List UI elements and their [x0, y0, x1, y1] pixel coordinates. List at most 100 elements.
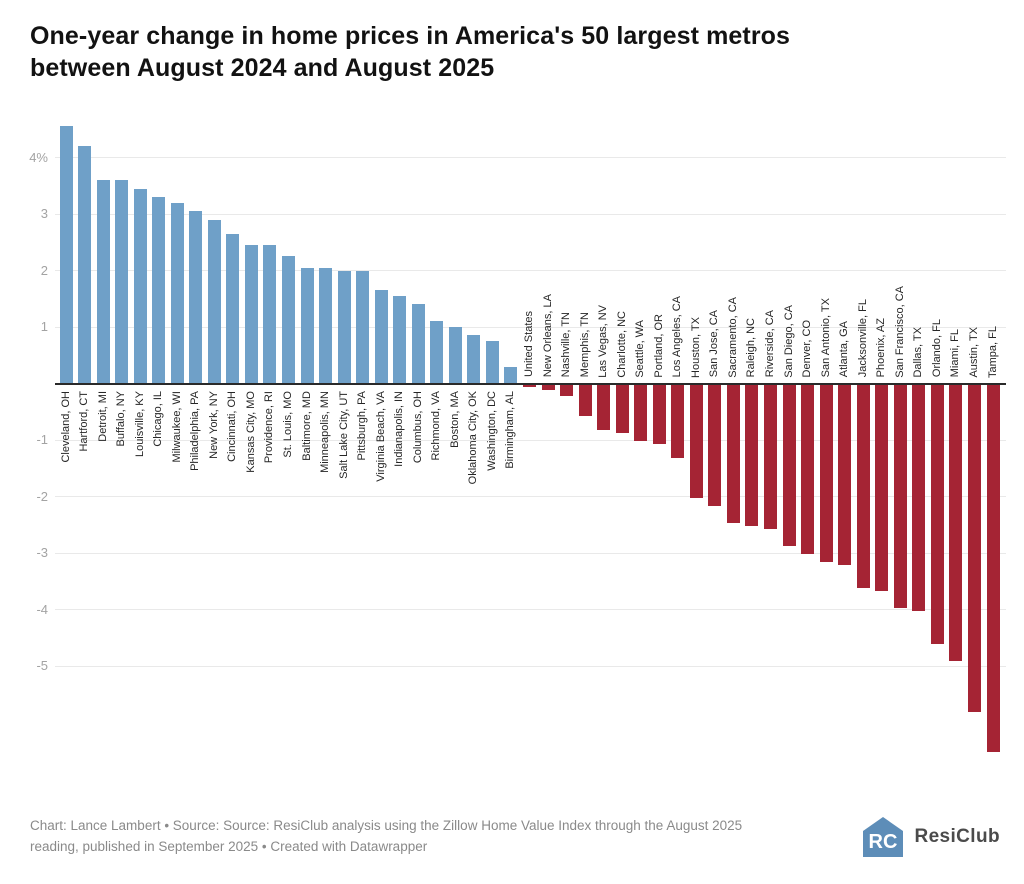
bar-label-chicago-il: Chicago, IL	[152, 390, 165, 447]
bar-jacksonville-fl	[856, 384, 870, 588]
bar-minneapolis-mn	[319, 267, 333, 384]
bar-seattle-wa	[634, 384, 648, 441]
bar-label-phoenix-az: Phoenix, AZ	[875, 318, 888, 378]
bar-label-birmingham-al: Birmingham, AL	[504, 390, 517, 469]
logo-mark-letters: RC	[869, 831, 898, 853]
bar-austin-tx	[967, 384, 981, 713]
bar-label-detroit-mi: Detroit, MI	[96, 390, 109, 442]
gridline--4	[55, 609, 1006, 610]
bar-label-cleveland-oh: Cleveland, OH	[59, 390, 72, 463]
bar-st-louis-mo	[281, 256, 295, 384]
chart-title-line1: One-year change in home prices in Americ…	[30, 22, 791, 50]
bar-label-cincinnati-oh: Cincinnati, OH	[226, 390, 239, 462]
bar-label-san-jose-ca: San Jose, CA	[708, 310, 721, 378]
bar-label-los-angeles-ca: Los Angeles, CA	[671, 296, 684, 378]
bar-charlotte-nc	[615, 384, 629, 433]
bar-columbus-oh	[411, 304, 425, 384]
bar-oklahoma-city-ok	[467, 335, 481, 384]
bar-label-oklahoma-city-ok: Oklahoma City, OK	[467, 390, 480, 484]
y-axis-tick-label: 1	[40, 319, 48, 334]
bar-label-charlotte-nc: Charlotte, NC	[615, 310, 628, 378]
bar-louisville-ky	[133, 188, 147, 384]
bar-label-richmond-va: Richmond, VA	[430, 390, 443, 461]
bar-label-tampa-fl: Tampa, FL	[986, 325, 999, 378]
bar-label-hartford-ct: Hartford, CT	[78, 390, 91, 452]
bar-sacramento-ca	[726, 384, 740, 523]
bar-san-jose-ca	[708, 384, 722, 506]
y-axis-tick-label: -1	[36, 432, 48, 447]
bar-label-milwaukee-wi: Milwaukee, WI	[170, 390, 183, 463]
bar-label-providence-ri: Providence, RI	[263, 390, 276, 463]
bar-label-orlando-fl: Orlando, FL	[930, 319, 943, 378]
bar-houston-tx	[689, 384, 703, 498]
bar-label-raleigh-nc: Raleigh, NC	[745, 318, 758, 378]
bar-label-kansas-city-mo: Kansas City, MO	[244, 390, 257, 473]
bar-label-atlanta-ga: Atlanta, GA	[838, 321, 851, 378]
bar-cincinnati-oh	[226, 233, 240, 384]
bar-label-dallas-tx: Dallas, TX	[912, 326, 925, 378]
bar-san-diego-ca	[782, 384, 796, 546]
x-axis-zero-line	[55, 382, 1006, 385]
chart-title-line2: between August 2024 and August 2025	[30, 54, 495, 82]
bar-hartford-ct	[78, 146, 92, 384]
bar-providence-ri	[263, 245, 277, 384]
bar-atlanta-ga	[838, 384, 852, 566]
bar-united-states	[523, 384, 536, 388]
bar-label-philadelphia-pa: Philadelphia, PA	[189, 390, 202, 471]
resiclub-wordmark: ResiClub	[914, 826, 1000, 847]
bar-dallas-tx	[912, 384, 926, 611]
bar-label-las-vegas-nv: Las Vegas, NV	[597, 304, 610, 378]
gridline--1	[55, 439, 1006, 441]
gridline--5	[55, 665, 1006, 667]
bar-los-angeles-ca	[671, 384, 685, 458]
resiclub-logo: RC ResiClub	[860, 814, 1000, 860]
bar-phoenix-az	[875, 384, 889, 591]
y-axis-tick-label: -2	[36, 488, 48, 504]
bar-label-houston-tx: Houston, TX	[689, 316, 702, 378]
bar-label-nashville-tn: Nashville, TN	[560, 312, 573, 378]
bar-label-salt-lake-city-ut: Salt Lake City, UT	[337, 390, 350, 479]
bar-label-boston-ma: Boston, MA	[448, 390, 461, 448]
bar-san-antonio-tx	[819, 384, 833, 563]
bar-label-virginia-beach-va: Virginia Beach, VA	[374, 390, 387, 482]
bar-label-pittsburgh-pa: Pittsburgh, PA	[356, 390, 369, 461]
bar-label-riverside-ca: Riverside, CA	[764, 310, 777, 378]
bar-salt-lake-city-ut	[337, 270, 351, 384]
bar-label-united-states: United States	[523, 311, 535, 378]
bar-new-orleans-la	[541, 384, 555, 391]
bar-riverside-ca	[764, 384, 778, 529]
bar-virginia-beach-va	[374, 290, 388, 384]
bar-nashville-tn	[560, 384, 574, 396]
bar-chicago-il	[152, 197, 166, 384]
chart-title: One-year change in home prices in Americ…	[30, 20, 960, 84]
bar-richmond-va	[430, 321, 444, 384]
bar-label-minneapolis-mn: Minneapolis, MN	[319, 390, 332, 473]
gridline-3	[55, 213, 1006, 215]
bar-label-new-york-ny: New York, NY	[207, 390, 220, 459]
bar-label-indianapolis-in: Indianapolis, IN	[393, 390, 406, 467]
bar-label-louisville-ky: Louisville, KY	[133, 390, 146, 457]
gridline--3	[55, 552, 1006, 554]
footer-credit: Chart: Lance Lambert • Source: Source: R…	[30, 816, 840, 858]
resiclub-house-icon: RC	[863, 817, 904, 857]
bar-label-portland-or: Portland, OR	[652, 313, 665, 378]
bar-philadelphia-pa	[189, 211, 203, 384]
bar-label-baltimore-md: Baltimore, MD	[300, 390, 313, 461]
bar-boston-ma	[448, 327, 462, 384]
bar-miami-fl	[949, 384, 963, 662]
bar-label-san-francisco-ca: San Francisco, CA	[893, 285, 906, 378]
bar-birmingham-al	[504, 366, 518, 384]
bar-label-new-orleans-la: New Orleans, LA	[541, 294, 554, 378]
bar-new-york-ny	[207, 219, 221, 384]
gridline--2	[55, 496, 1006, 497]
bar-washington-dc	[485, 341, 499, 384]
bar-label-seattle-wa: Seattle, WA	[634, 319, 647, 378]
y-axis-tick-label: -3	[36, 545, 48, 560]
bar-label-san-diego-ca: San Diego, CA	[782, 304, 795, 378]
footer-credit-line2: reading, published in September 2025 • C…	[30, 838, 428, 854]
bar-raleigh-nc	[745, 384, 759, 526]
bar-label-miami-fl: Miami, FL	[949, 329, 962, 378]
bar-milwaukee-wi	[170, 202, 184, 384]
